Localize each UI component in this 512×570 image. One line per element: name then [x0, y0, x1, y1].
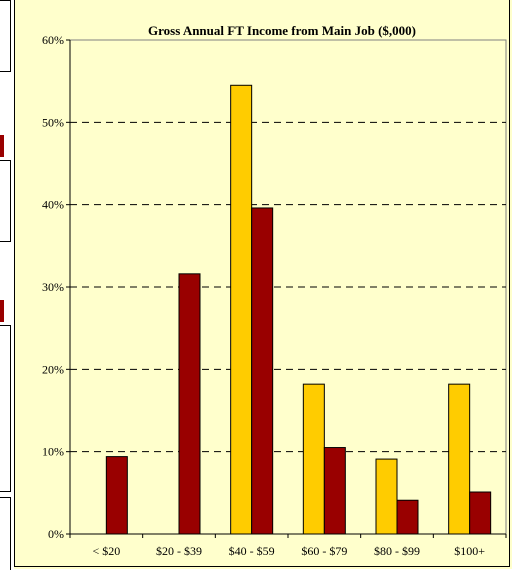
- x-tick-label: $100+: [454, 544, 485, 558]
- bar-series-1: [302, 383, 325, 535]
- bar-series-1: [375, 458, 398, 535]
- x-tick-label: $20 - $39: [156, 544, 202, 558]
- y-tick-label: 50%: [42, 115, 64, 129]
- y-tick-label: 40%: [42, 198, 64, 212]
- y-tick-label: 20%: [42, 362, 64, 376]
- left-partial-box: [0, 160, 11, 242]
- x-tick-label: < $20: [92, 544, 120, 558]
- bars: [105, 84, 492, 535]
- x-tick-label: $80 - $99: [374, 544, 420, 558]
- y-tick-label: 10%: [42, 445, 64, 459]
- left-partial-box: [0, 497, 11, 570]
- bar-series-2: [251, 207, 274, 535]
- y-tick-label: 60%: [42, 33, 64, 47]
- left-partial-marker: [0, 300, 4, 322]
- chart-panel: [14, 0, 510, 567]
- left-partial-panel-strip: [0, 0, 14, 570]
- bar-series-2: [396, 499, 419, 535]
- bar-series-2: [178, 273, 201, 535]
- x-axis: < $20 $20 - $39 $40 - $59 $60 - $79 $80 - $9…: [69, 533, 507, 558]
- left-partial-marker: [0, 135, 4, 157]
- left-partial-box: [0, 0, 11, 72]
- chart-title: Gross Annual FT Income from Main Job ($,…: [148, 23, 416, 38]
- x-tick-label: $40 - $59: [229, 544, 275, 558]
- bar-series-1: [448, 383, 471, 535]
- bar-series-2: [323, 447, 346, 535]
- bar-series-2: [105, 456, 128, 535]
- bar-series-1: [230, 84, 253, 535]
- bar-series-2: [469, 491, 492, 535]
- y-tick-label: 0%: [48, 527, 64, 541]
- y-tick-label: 30%: [42, 280, 64, 294]
- y-axis: 0% 10% 20% 30% 40% 50% 60%: [42, 33, 71, 541]
- left-partial-box: [0, 325, 11, 492]
- x-tick-label: $60 - $79: [301, 544, 347, 558]
- gridlines: [69, 39, 507, 535]
